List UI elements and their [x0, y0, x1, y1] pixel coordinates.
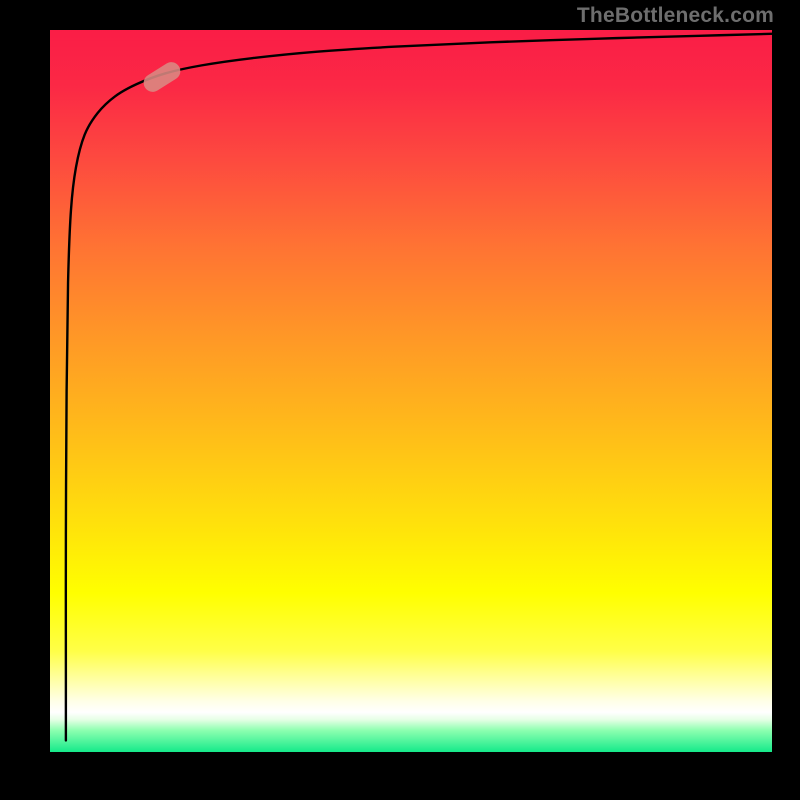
gradient-background [50, 30, 772, 752]
plot-area [50, 30, 772, 752]
watermark-text: TheBottleneck.com [577, 4, 774, 28]
chart-svg [50, 30, 772, 752]
chart-frame: TheBottleneck.com [0, 0, 800, 800]
